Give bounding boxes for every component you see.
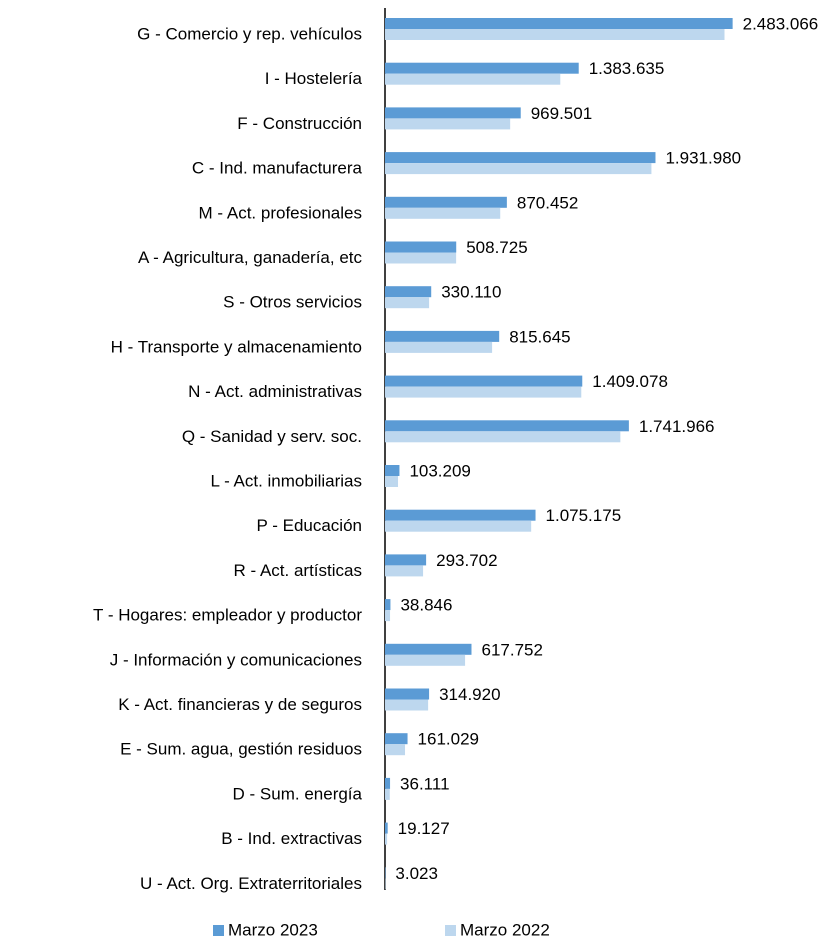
bar — [385, 73, 561, 85]
category-label: B - Ind. extractivas — [221, 829, 362, 848]
category-label: P - Educación — [256, 516, 362, 535]
category-label: K - Act. financieras y de seguros — [118, 695, 362, 714]
category-label: H - Transporte y almacenamiento — [111, 337, 362, 356]
value-label: 19.127 — [398, 819, 450, 838]
bar — [385, 252, 457, 264]
value-label: 314.920 — [439, 685, 500, 704]
category-label: F - Construcción — [237, 114, 362, 133]
value-label: 1.931.980 — [665, 149, 741, 168]
bar — [385, 118, 511, 130]
bar — [385, 29, 725, 40]
bar — [385, 476, 399, 487]
category-label: T - Hogares: empleador y productor — [93, 606, 362, 625]
value-label: 103.209 — [409, 461, 470, 480]
value-label: 1.075.175 — [546, 506, 622, 525]
value-label: 617.752 — [481, 640, 542, 659]
bar — [385, 152, 656, 164]
bar — [385, 777, 391, 789]
bar — [385, 599, 391, 611]
bar — [385, 610, 391, 622]
value-label: 508.725 — [466, 238, 527, 257]
bar — [385, 688, 430, 700]
bar — [385, 18, 733, 29]
value-label: 1.409.078 — [592, 372, 668, 391]
value-label: 38.846 — [400, 596, 452, 615]
bar — [385, 699, 429, 711]
value-label: 330.110 — [441, 283, 501, 302]
bar — [385, 654, 466, 666]
category-label: M - Act. profesionales — [199, 203, 362, 222]
value-label: 3.023 — [395, 864, 438, 883]
category-label: Q - Sanidad y serv. soc. — [182, 427, 362, 446]
value-label: 161.029 — [418, 730, 479, 749]
category-label: D - Sum. energía — [233, 784, 363, 803]
value-label: 2.483.066 — [743, 14, 819, 33]
bar — [385, 733, 408, 745]
value-label: 870.452 — [517, 193, 578, 212]
bar — [385, 465, 400, 476]
bar — [385, 643, 472, 655]
value-label: 1.383.635 — [589, 59, 665, 78]
bar — [385, 241, 457, 253]
category-label: C - Ind. manufacturera — [192, 159, 363, 178]
bar — [385, 520, 532, 532]
value-label: 969.501 — [531, 104, 592, 123]
value-label: 1.741.966 — [639, 417, 715, 436]
legend-label: Marzo 2022 — [460, 920, 550, 939]
bar — [385, 62, 579, 74]
category-label: A - Agricultura, ganadería, etc — [138, 248, 362, 267]
bar — [385, 833, 388, 845]
legend-swatch — [213, 925, 224, 936]
bar — [385, 386, 582, 398]
category-label: J - Información y comunicaciones — [110, 650, 362, 669]
category-label: U - Act. Org. Extraterritoriales — [140, 874, 362, 893]
legend-swatch — [445, 925, 456, 936]
category-label: G - Comercio y rep. vehículos — [137, 24, 362, 43]
legend-label: Marzo 2023 — [228, 920, 318, 939]
bar — [385, 788, 390, 800]
bar — [385, 420, 629, 432]
category-label: I - Hostelería — [265, 69, 363, 88]
category-label: R - Act. artísticas — [234, 561, 362, 580]
bar — [385, 554, 427, 566]
bar — [385, 509, 536, 521]
category-label: N - Act. administrativas — [188, 382, 362, 401]
bar — [385, 330, 500, 342]
bar — [385, 286, 432, 298]
value-label: 36.111 — [400, 774, 449, 793]
bar — [385, 375, 583, 387]
bar — [385, 163, 652, 175]
bar — [385, 107, 521, 119]
bar — [385, 744, 406, 756]
category-label: L - Act. inmobiliarias — [211, 471, 362, 490]
bar — [385, 297, 430, 309]
bar — [385, 822, 388, 834]
bar — [385, 431, 621, 443]
value-label: 293.702 — [436, 551, 497, 570]
value-label: 815.645 — [509, 327, 570, 346]
bar — [385, 207, 501, 219]
category-label: S - Otros servicios — [223, 293, 362, 312]
category-label: E - Sum. agua, gestión residuos — [120, 740, 362, 759]
bar — [385, 196, 507, 208]
bar — [385, 565, 424, 577]
bar — [385, 341, 493, 353]
